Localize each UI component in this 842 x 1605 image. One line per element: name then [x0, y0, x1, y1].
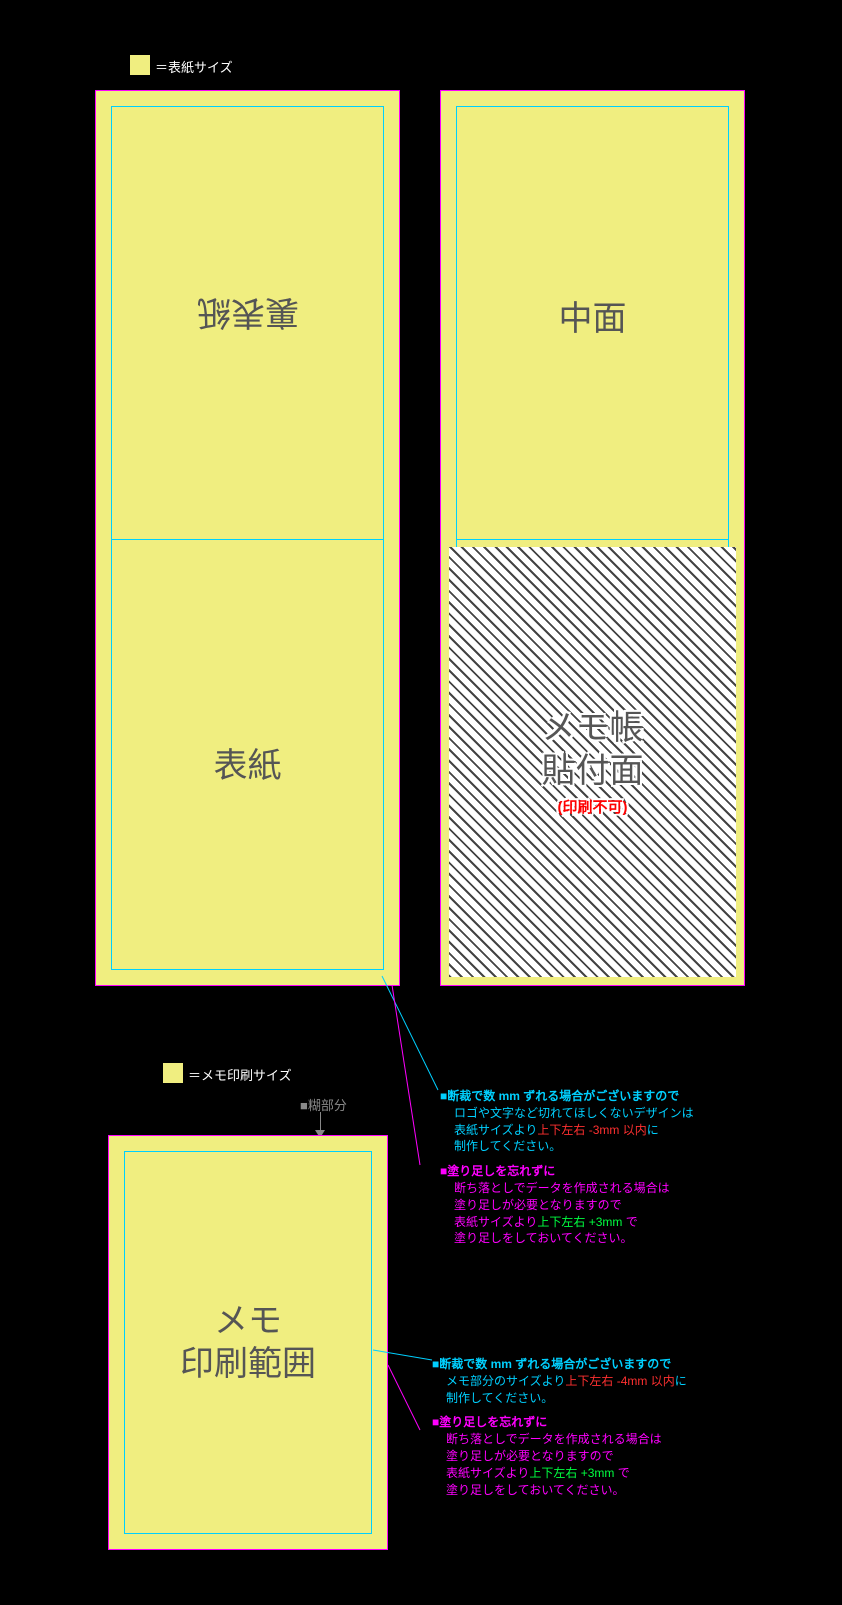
inner-top-face: 中面 [441, 91, 744, 539]
c2-magenta-body: 断ち落としでデータを作成される場合は塗り足しが必要となりますので表紙サイズより上… [432, 1431, 762, 1498]
callout-2: ■断裁で数 mm ずれる場合がございますので メモ部分のサイズより上下左右 -4… [432, 1356, 762, 1498]
memo-attach-label: メモ帳 貼付面 [542, 707, 644, 792]
c2-cyan-heading: ■断裁で数 mm ずれる場合がございますので [432, 1356, 762, 1373]
c2-cyan-body: メモ部分のサイズより上下左右 -4mm 以内に制作してください。 [432, 1373, 762, 1407]
inner-panel: 中面 メモ帳 貼付面 (印刷不可) [440, 90, 745, 986]
inner-top-label: 中面 [559, 291, 627, 340]
c1-cyan-heading: ■断裁で数 mm ずれる場合がございますので [440, 1088, 770, 1105]
callout-1: ■断裁で数 mm ずれる場合がございますので ロゴや文字など切れてほしくないデザ… [440, 1088, 770, 1247]
back-cover-face: 裏表紙 [96, 91, 399, 539]
memo-face-label: メモ 印刷範囲 [180, 1300, 316, 1385]
memo-attach-label-text: メモ帳 貼付面 [542, 709, 644, 790]
legend-label-memo: ＝メモ印刷サイズ [188, 1065, 292, 1084]
back-cover-label: 裏表紙 [197, 291, 299, 340]
c1-magenta-heading: ■塗り足しを忘れずに [440, 1163, 770, 1180]
c1-cyan-body: ロゴや文字など切れてほしくないデザインは表紙サイズより上下左右 -3mm 以内に… [440, 1105, 770, 1155]
glue-arrow-stem [320, 1112, 321, 1132]
front-cover-face: 表紙 [96, 539, 399, 985]
glue-label: ■糊部分 [300, 1095, 347, 1114]
c1-magenta-body: 断ち落としでデータを作成される場合は塗り足しが必要となりますので表紙サイズより上… [440, 1180, 770, 1247]
legend-swatch-memo [163, 1063, 183, 1083]
cover-panel: 裏表紙 表紙 [95, 90, 400, 986]
memo-face: メモ 印刷範囲 [109, 1136, 387, 1549]
front-cover-label: 表紙 [214, 738, 282, 787]
c2-magenta-heading: ■塗り足しを忘れずに [432, 1414, 762, 1431]
memo-attach-face: メモ帳 貼付面 (印刷不可) [441, 539, 744, 985]
legend-swatch-cover [130, 55, 150, 75]
legend-label-cover: ＝表紙サイズ [155, 57, 233, 76]
memo-panel: メモ 印刷範囲 [108, 1135, 388, 1550]
memo-attach-sublabel: (印刷不可) [558, 796, 628, 817]
